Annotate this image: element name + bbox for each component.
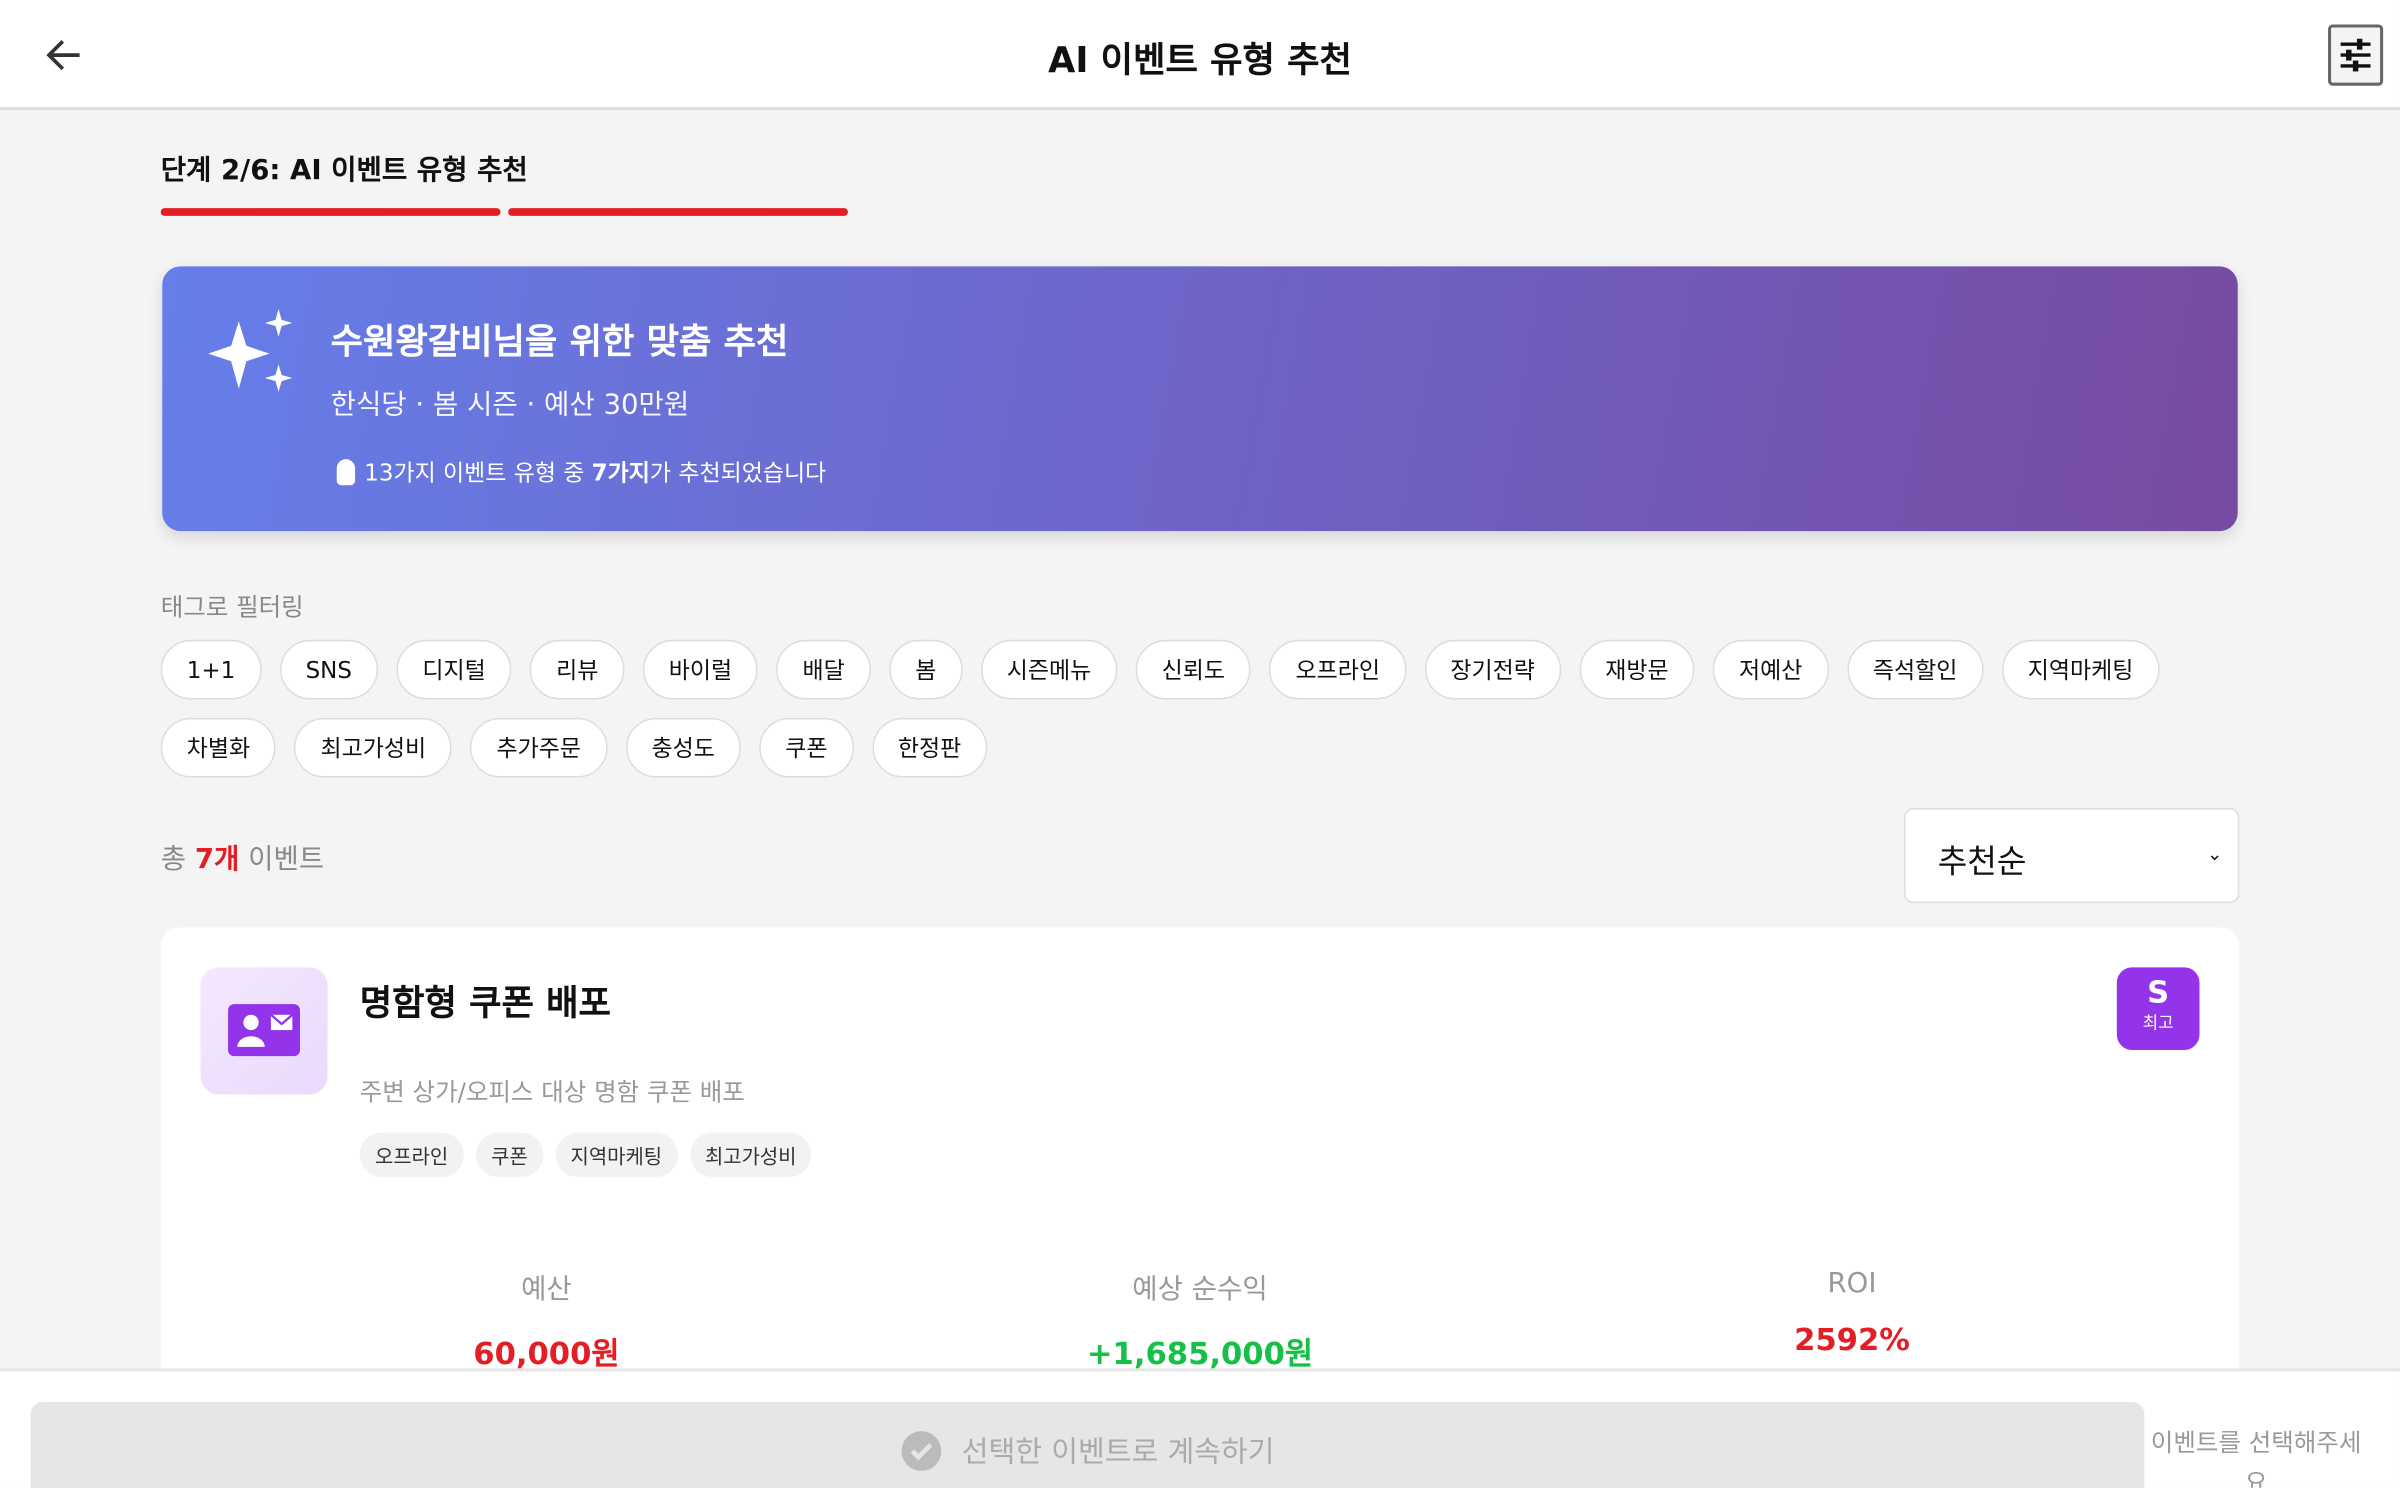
sparkles-icon [208, 309, 293, 392]
header: AI 이벤트 유형 추천 [0, 0, 2400, 111]
event-tags: 오프라인 쿠폰 지역마케팅 최고가성비 [359, 1132, 812, 1178]
tag-chip[interactable]: 리뷰 [530, 639, 625, 700]
tag-chip[interactable]: 즉석할인 [1846, 639, 1984, 700]
recommendation-banner: 수원왕갈비님을 위한 맞춤 추천 한식당 · 봄 시즌 · 예산 30만원 13… [162, 266, 2238, 532]
tag-chip[interactable]: 차별화 [160, 717, 277, 778]
lightbulb-icon [336, 459, 356, 486]
tag-chip[interactable]: 디지털 [396, 639, 512, 700]
arrow-left-icon[interactable] [43, 34, 86, 77]
selection-hint: 이벤트를 선택해주세요 [2150, 1428, 2362, 1488]
event-tag: 지역마케팅 [555, 1132, 678, 1178]
tag-chip[interactable]: 신뢰도 [1135, 639, 1252, 700]
event-tag: 오프라인 [359, 1132, 464, 1178]
tag-chip[interactable]: 시즌메뉴 [980, 639, 1118, 700]
page-title: AI 이벤트 유형 추천 [1048, 41, 1352, 82]
tag-chip[interactable]: 배달 [776, 639, 871, 700]
tag-chip[interactable]: 재방문 [1579, 639, 1695, 700]
result-count: 총 7개 이벤트 [160, 843, 325, 876]
tag-chip[interactable]: 장기전략 [1424, 639, 1561, 700]
step-label: 단계 2/6: AI 이벤트 유형 추천 [160, 154, 528, 187]
stat-profit: 예상 순수익 +1,685,000원 [1086, 1273, 1314, 1372]
filter-label: 태그로 필터링 [160, 592, 304, 622]
banner-note: 13가지 이벤트 유형 중 7가지가 추천되었습니다 [336, 456, 826, 488]
tag-chip[interactable]: 바이럴 [642, 639, 759, 700]
chevron-down-icon: ⌄ [2207, 843, 2223, 865]
progress-segment-1 [160, 208, 501, 216]
tag-filter-list: 1+1 SNS 디지털 리뷰 바이럴 배달 봄 시즌메뉴 신뢰도 오프라인 장기전략 재방문 저예산 즉석… [160, 639, 2212, 778]
tag-chip[interactable]: 쿠폰 [759, 717, 854, 778]
event-description: 주변 상가/오피스 대상 명함 쿠폰 배포 [359, 1077, 745, 1107]
check-circle-icon [902, 1431, 942, 1471]
tag-chip[interactable]: 저예산 [1713, 639, 1829, 700]
event-tag: 쿠폰 [475, 1132, 544, 1178]
business-card-icon [200, 967, 328, 1095]
progress-segment-2 [508, 208, 848, 216]
event-title: 명함형 쿠폰 배포 [359, 984, 611, 1024]
banner-title: 수원왕갈비님을 위한 맞춤 추천 [330, 322, 789, 363]
event-card[interactable]: 명함형 쿠폰 배포 주변 상가/오피스 대상 명함 쿠폰 배포 오프라인 쿠폰 지역… [160, 927, 2240, 1418]
tag-chip[interactable]: 1+1 [160, 639, 262, 700]
banner-subtitle: 한식당 · 봄 시즌 · 예산 30만원 [330, 388, 690, 421]
tag-chip[interactable]: 충성도 [625, 717, 741, 778]
sort-select[interactable]: 추천순 ⌄ [1904, 808, 2240, 904]
continue-button[interactable]: 선택한 이벤트로 계속하기 [30, 1402, 2145, 1488]
stat-roi: ROI 2592% [1794, 1267, 1910, 1358]
tag-chip[interactable]: SNS [279, 639, 378, 700]
tag-chip[interactable]: 오프라인 [1269, 639, 1406, 700]
footer: 선택한 이벤트로 계속하기 이벤트를 선택해주세요 [0, 1368, 2400, 1488]
tag-chip[interactable]: 추가주문 [470, 717, 608, 778]
event-tag: 최고가성비 [689, 1132, 812, 1178]
tag-chip[interactable]: 최고가성비 [294, 717, 453, 778]
tag-chip[interactable]: 봄 [889, 639, 963, 700]
tag-chip[interactable]: 지역마케팅 [2001, 639, 2160, 700]
sliders-icon[interactable] [2328, 24, 2384, 86]
grade-badge: S 최고 [2116, 967, 2200, 1050]
tag-chip[interactable]: 한정판 [871, 717, 988, 778]
stat-budget: 예산 60,000원 [473, 1273, 620, 1372]
